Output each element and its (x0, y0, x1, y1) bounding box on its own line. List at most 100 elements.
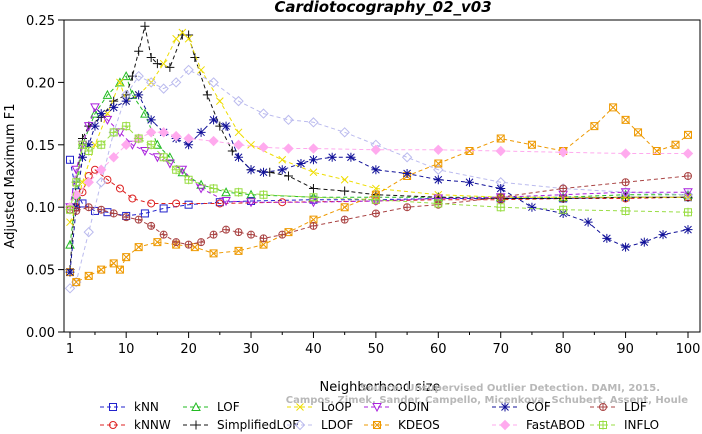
data-point-loop (247, 140, 255, 149)
plot-frame (63, 19, 701, 333)
data-point-fastabod (183, 133, 194, 144)
data-point-ldf (134, 215, 143, 224)
data-point-simplifiedlof (308, 183, 318, 193)
data-point-fastabod (370, 144, 382, 155)
data-point-ldof (96, 177, 107, 188)
legend-label: LoOP (321, 400, 352, 414)
data-point-cof (109, 102, 119, 112)
legend-swatch-marker (598, 420, 608, 430)
data-point-ldof (433, 164, 444, 175)
data-point-kdeos (434, 159, 443, 168)
x-tick-label: 80 (555, 342, 572, 357)
data-point-ldf (159, 230, 168, 239)
data-point-kdeos (527, 140, 536, 149)
data-point-inflo (308, 192, 318, 202)
series-line-loop (69, 31, 688, 223)
series-line-knnw (69, 169, 689, 211)
data-point-cof (527, 202, 537, 212)
y-tick-label: 0.15 (26, 139, 55, 154)
data-point-fastabod (283, 143, 294, 154)
data-point-simplifiedlof (127, 71, 137, 81)
data-point-kdeos (496, 134, 505, 143)
x-axis-label: Neighborhood size (320, 380, 441, 395)
data-point-kdeos (634, 128, 643, 137)
data-point-ldf (84, 203, 93, 212)
chart-title: Cardiotocography_02_v03 (274, 0, 491, 16)
legend-item-inflo: INFLO (590, 418, 659, 432)
data-point-loop (172, 34, 180, 43)
data-point-ldof (170, 77, 182, 88)
data-point-cof (134, 90, 144, 100)
series-ldf (66, 172, 693, 249)
data-point-inflo (371, 195, 381, 205)
data-point-inflo (109, 127, 119, 137)
data-point-cof (308, 155, 318, 165)
data-point-cof (346, 152, 356, 162)
data-point-lof (65, 239, 75, 249)
data-point-ldf (278, 230, 287, 239)
y-axis-ticks: 0.00 0.05 0.10 0.15 0.20 0.25 (26, 14, 64, 341)
data-point-kdeos (134, 243, 143, 252)
data-point-fastabod (682, 148, 694, 159)
data-point-fastabod (258, 142, 269, 153)
data-point-fastabod (557, 147, 569, 158)
data-point-loop (278, 155, 287, 164)
x-tick-label: 30 (243, 342, 260, 357)
legend-swatch-marker (296, 403, 304, 411)
data-point-knn (66, 155, 74, 164)
data-point-kdeos (609, 103, 618, 112)
series-fastabod (64, 127, 694, 213)
data-point-ldof (233, 95, 244, 107)
data-point-inflo (96, 140, 106, 150)
data-point-ldf (209, 230, 218, 239)
data-point-ldof (64, 283, 76, 294)
data-point-cof (234, 152, 244, 162)
data-point-odin (140, 147, 150, 157)
data-point-odin (221, 196, 231, 207)
data-point-simplifiedlof (340, 186, 350, 196)
data-point-simplifiedlof (190, 52, 200, 62)
data-point-kdeos (684, 130, 692, 139)
data-point-cof (621, 242, 631, 252)
data-point-cof (246, 165, 256, 175)
data-point-cof (602, 233, 612, 243)
data-point-knn (184, 200, 193, 209)
legend-label: SimplifiedLOF (217, 418, 299, 432)
data-point-lof (140, 108, 150, 118)
legend-swatch-marker (109, 421, 117, 429)
x-tick-label: 10 (118, 342, 135, 357)
legend-label: INFLO (624, 418, 659, 432)
data-point-cof (65, 267, 75, 277)
data-point-cof (259, 167, 269, 177)
data-point-odin (165, 159, 175, 169)
data-point-ldof (158, 83, 169, 94)
legend-swatch-marker (191, 401, 201, 411)
data-point-inflo (121, 121, 131, 131)
data-point-cof (277, 165, 287, 175)
data-point-kdeos (309, 215, 318, 224)
data-point-ldf (247, 230, 256, 239)
x-tick-label: 60 (430, 342, 447, 357)
data-point-inflo (558, 205, 568, 215)
data-point-simplifiedlof (227, 146, 237, 156)
x-tick-label: 1 (66, 342, 74, 357)
legend-swatch-marker (294, 419, 306, 431)
data-point-cof (496, 183, 506, 193)
legend-label: FastABOD (526, 418, 585, 432)
data-point-cof (196, 127, 206, 137)
data-point-kdeos (465, 147, 474, 156)
data-point-kdeos (115, 265, 124, 274)
data-point-inflo (621, 206, 631, 216)
data-point-knnw (115, 184, 124, 193)
legend-swatch-marker (499, 419, 511, 431)
data-point-ldof (183, 64, 194, 76)
data-point-fastabod (170, 130, 182, 142)
data-point-fastabod (433, 144, 444, 155)
data-point-odin (620, 188, 631, 198)
legend-item-kdeos: KDEOS (364, 418, 440, 432)
data-point-knnw (147, 199, 156, 208)
data-point-ldf (97, 205, 106, 214)
data-point-knn (159, 204, 168, 213)
data-point-cof (146, 115, 156, 125)
data-point-inflo (77, 140, 87, 150)
